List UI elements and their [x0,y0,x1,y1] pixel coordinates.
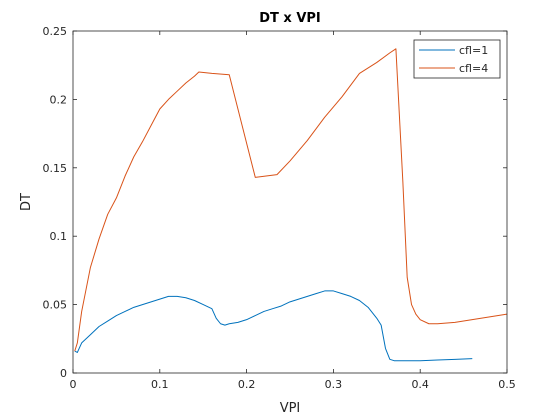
y-tick-label: 0.2 [50,93,68,106]
series-layer [74,48,508,362]
y-tick-label: 0.25 [43,25,68,38]
chart-title: DT x VPI [259,11,321,26]
x-tick-label: 0.5 [498,378,516,391]
x-tick-label: 0.3 [325,378,343,391]
y-tick-label: 0.15 [43,162,68,175]
legend-label-cfl4: cfl=4 [459,62,488,75]
series-line-1 [74,290,473,362]
x-tick-label: 0.4 [411,378,429,391]
legend: cfl=1 cfl=4 [413,39,501,79]
plot-area [73,31,507,373]
axes-layer: 0 0.1 0.2 0.3 0.4 0.5 0 0.05 0.1 0.15 0.2 0.25 [43,25,516,391]
y-tick-label: 0 [60,367,67,380]
x-tick-label: 0.1 [151,378,169,391]
legend-label-cfl1: cfl=1 [459,44,488,57]
axes-box [72,30,508,374]
y-tick-label: 0.05 [43,299,68,312]
x-tick-label: 0.2 [238,378,256,391]
y-axis-label: DT [19,193,34,211]
x-tick-label: 0 [70,378,77,391]
x-axis-label: VPI [280,401,301,416]
y-tick-label: 0.1 [50,230,68,243]
legend-box [413,39,501,79]
series-line-2 [74,48,508,352]
